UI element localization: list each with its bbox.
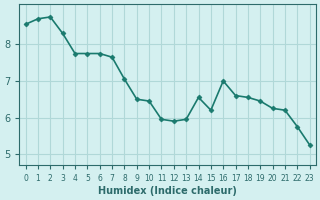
- X-axis label: Humidex (Indice chaleur): Humidex (Indice chaleur): [98, 186, 237, 196]
